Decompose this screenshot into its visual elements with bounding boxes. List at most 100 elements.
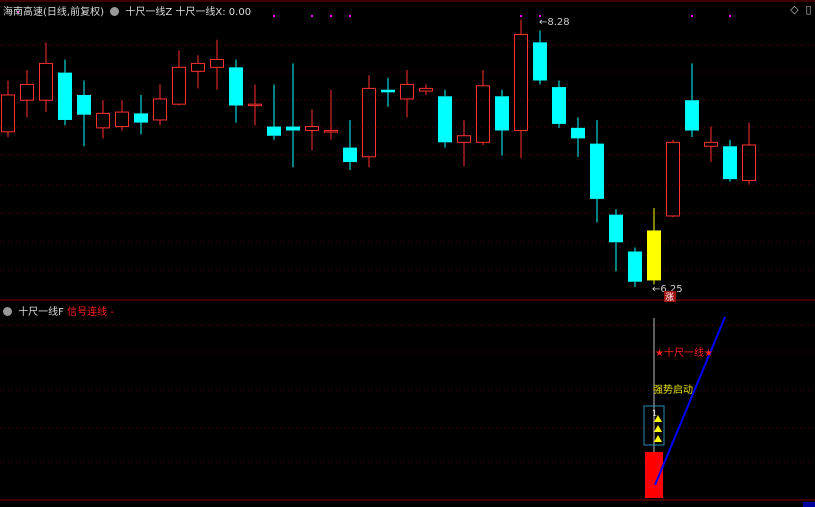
sub-header: 十尺一线F 信号连线 - (3, 303, 114, 318)
candle-body (571, 127, 585, 139)
candle-body (495, 96, 509, 131)
candle (267, 84, 281, 140)
triangle-up-icon (654, 415, 662, 422)
indicator-z: 十尺一线Z (125, 7, 173, 18)
signal-marker (729, 15, 731, 17)
candle-body (77, 94, 91, 115)
candle-body (742, 144, 756, 181)
signal-box (643, 405, 665, 446)
candle-body (153, 98, 167, 121)
signal-marker (17, 11, 19, 13)
candle-body (248, 103, 262, 107)
candle (343, 119, 357, 170)
indicator-x: 十尺一线X: 0.00 (175, 7, 252, 18)
candle (286, 63, 300, 168)
candle-body (305, 126, 319, 131)
candle (704, 126, 718, 163)
candle (20, 69, 34, 118)
rise-tag-bg (664, 291, 676, 302)
candle-body (343, 147, 357, 163)
candle-body (191, 62, 205, 72)
candle (400, 69, 414, 118)
candle (153, 84, 167, 126)
candle-body (647, 230, 661, 281)
signal-marker (330, 15, 332, 17)
chart-header: 海南高速(日线,前复权) 十尺一线Z 十尺一线X: 0.00 (3, 3, 251, 18)
signal-marker (349, 15, 351, 17)
candle (1, 80, 15, 138)
candle-body (552, 87, 566, 124)
candle (248, 84, 262, 126)
signal-marker (273, 15, 275, 17)
candle-body (1, 94, 15, 133)
candle (229, 59, 243, 123)
signal-bar (645, 452, 663, 498)
candle (685, 63, 699, 138)
candle-body (457, 135, 471, 143)
settings-circle-icon[interactable] (110, 7, 120, 16)
candle-body (58, 72, 72, 120)
candle-body (96, 112, 110, 129)
candle-body (286, 126, 300, 131)
candle-body (609, 214, 623, 243)
candle (362, 75, 376, 168)
signal-trend-line (654, 316, 726, 486)
candle-body (210, 58, 224, 68)
scroll-indicator (803, 502, 815, 507)
candle-body (267, 126, 281, 136)
signal-marker (691, 15, 693, 17)
candle-body (533, 42, 547, 81)
candle (191, 55, 205, 89)
candle (571, 117, 585, 157)
candle-body (172, 66, 186, 105)
candle (666, 139, 680, 218)
candle-body (134, 113, 148, 123)
low-price-label: ←6.25 (652, 284, 683, 295)
signal-marker (520, 15, 522, 17)
candle-body (476, 85, 490, 143)
candle-body (324, 129, 338, 133)
candle-body (419, 87, 433, 92)
candle (495, 89, 509, 156)
candle (647, 208, 661, 285)
candle-body (723, 146, 737, 180)
candle-body (685, 100, 699, 131)
candle (58, 59, 72, 126)
sub-indicator-name: 十尺一线F (18, 307, 64, 318)
diamond-icon[interactable]: ◇ (790, 3, 799, 16)
candle (628, 247, 642, 287)
window-icon[interactable]: ▯ (805, 3, 812, 16)
candle-body (229, 67, 243, 106)
candle (476, 69, 490, 145)
high-price-label: ←8.28 (539, 17, 570, 28)
candle (96, 100, 110, 139)
candle (457, 119, 471, 166)
stock-title: 海南高速(日线,前复权) (3, 7, 104, 18)
settings-circle-icon[interactable] (3, 307, 12, 316)
candle (210, 39, 224, 90)
signal-line-label: 信号连线 - (67, 307, 114, 318)
candle (77, 80, 91, 147)
candle-body (514, 33, 528, 131)
candle-body (381, 89, 395, 93)
strong-start-label: 强势启动 (653, 383, 693, 396)
candle-body (704, 141, 718, 147)
candle (172, 50, 186, 106)
rise-tag: 涨 (665, 292, 674, 303)
candle-body (20, 83, 34, 101)
candle (533, 30, 547, 85)
candle (134, 94, 148, 135)
candle (514, 20, 528, 159)
candle (115, 100, 129, 131)
candle (438, 89, 452, 148)
candle (39, 42, 53, 113)
candle (381, 77, 395, 107)
signal-marker (311, 15, 313, 17)
candle (723, 139, 737, 182)
candle (305, 109, 319, 151)
triangle-up-icon (654, 435, 662, 442)
candle-body (362, 87, 376, 158)
candle (324, 89, 338, 140)
candle-body (666, 141, 680, 217)
